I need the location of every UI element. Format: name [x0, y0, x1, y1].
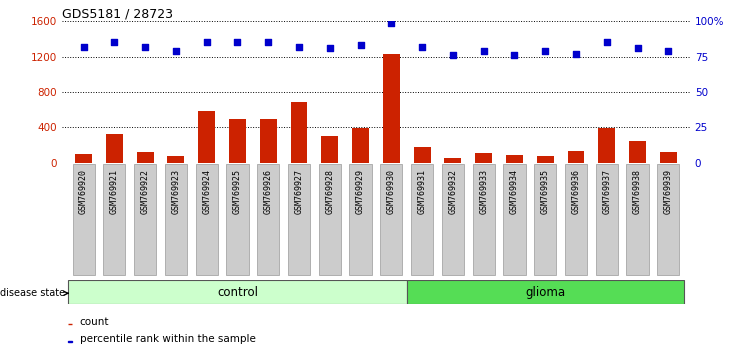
Text: disease state: disease state [0, 288, 68, 298]
Point [447, 52, 458, 58]
Point [662, 48, 674, 54]
Text: GSM769934: GSM769934 [510, 169, 519, 213]
Point [262, 40, 274, 45]
Text: percentile rank within the sample: percentile rank within the sample [80, 335, 256, 344]
Point [539, 48, 551, 54]
Text: glioma: glioma [525, 286, 565, 298]
Bar [537, 156, 553, 163]
Point [416, 44, 428, 50]
Text: GSM769936: GSM769936 [572, 169, 580, 213]
FancyBboxPatch shape [657, 164, 680, 275]
Bar [445, 158, 461, 163]
Text: GSM769921: GSM769921 [110, 169, 119, 213]
FancyBboxPatch shape [472, 164, 495, 275]
Point [570, 51, 582, 57]
FancyBboxPatch shape [596, 164, 618, 275]
Point [78, 44, 90, 50]
FancyBboxPatch shape [380, 164, 402, 275]
Point [231, 40, 243, 45]
Text: GSM769930: GSM769930 [387, 169, 396, 213]
Point [324, 45, 336, 51]
Bar [75, 154, 92, 163]
Point [601, 40, 612, 45]
Point [293, 44, 305, 50]
FancyBboxPatch shape [103, 164, 126, 275]
FancyBboxPatch shape [504, 164, 526, 275]
Bar [599, 128, 615, 163]
Point [385, 20, 397, 25]
Bar [567, 152, 585, 163]
Text: GSM769927: GSM769927 [294, 169, 304, 213]
Text: GSM769932: GSM769932 [448, 169, 458, 213]
FancyBboxPatch shape [350, 164, 372, 275]
Point [478, 48, 490, 54]
Point [631, 45, 643, 51]
FancyBboxPatch shape [257, 164, 280, 275]
FancyBboxPatch shape [134, 164, 156, 275]
FancyBboxPatch shape [411, 164, 433, 275]
Text: GSM769929: GSM769929 [356, 169, 365, 213]
Text: GSM769931: GSM769931 [418, 169, 426, 213]
FancyBboxPatch shape [226, 164, 248, 275]
Text: GSM769924: GSM769924 [202, 169, 211, 213]
FancyBboxPatch shape [319, 164, 341, 275]
Text: GSM769922: GSM769922 [141, 169, 150, 213]
Text: GSM769925: GSM769925 [233, 169, 242, 213]
Text: GSM769926: GSM769926 [264, 169, 273, 213]
Point [355, 42, 366, 48]
FancyBboxPatch shape [626, 164, 649, 275]
Text: control: control [217, 286, 258, 298]
Text: GSM769920: GSM769920 [79, 169, 88, 213]
Text: GSM769923: GSM769923 [172, 169, 180, 213]
Text: GSM769928: GSM769928 [326, 169, 334, 213]
Bar [137, 152, 153, 163]
Bar [352, 128, 369, 163]
Bar [167, 156, 185, 163]
Text: GSM769933: GSM769933 [479, 169, 488, 213]
Bar [229, 119, 246, 163]
Bar [660, 152, 677, 163]
Bar [291, 102, 307, 163]
Point [109, 40, 120, 45]
Bar [199, 110, 215, 163]
FancyBboxPatch shape [72, 164, 95, 275]
Bar [414, 147, 431, 163]
Bar [106, 133, 123, 163]
Bar [260, 119, 277, 163]
Bar [68, 280, 407, 304]
FancyBboxPatch shape [565, 164, 587, 275]
Text: count: count [80, 316, 109, 327]
Bar [383, 54, 400, 163]
Point [201, 40, 212, 45]
Bar [321, 136, 338, 163]
Point [139, 44, 151, 50]
Text: GDS5181 / 28723: GDS5181 / 28723 [62, 7, 173, 20]
Text: GSM769937: GSM769937 [602, 169, 611, 213]
FancyBboxPatch shape [534, 164, 556, 275]
Point [170, 48, 182, 54]
FancyBboxPatch shape [288, 164, 310, 275]
Point [509, 52, 520, 58]
Text: GSM769938: GSM769938 [633, 169, 642, 213]
Text: GSM769939: GSM769939 [664, 169, 673, 213]
Text: GSM769935: GSM769935 [541, 169, 550, 213]
Bar [407, 280, 684, 304]
Bar [506, 155, 523, 163]
FancyBboxPatch shape [196, 164, 218, 275]
FancyBboxPatch shape [442, 164, 464, 275]
FancyBboxPatch shape [165, 164, 187, 275]
Bar [629, 141, 646, 163]
Bar [475, 153, 492, 163]
